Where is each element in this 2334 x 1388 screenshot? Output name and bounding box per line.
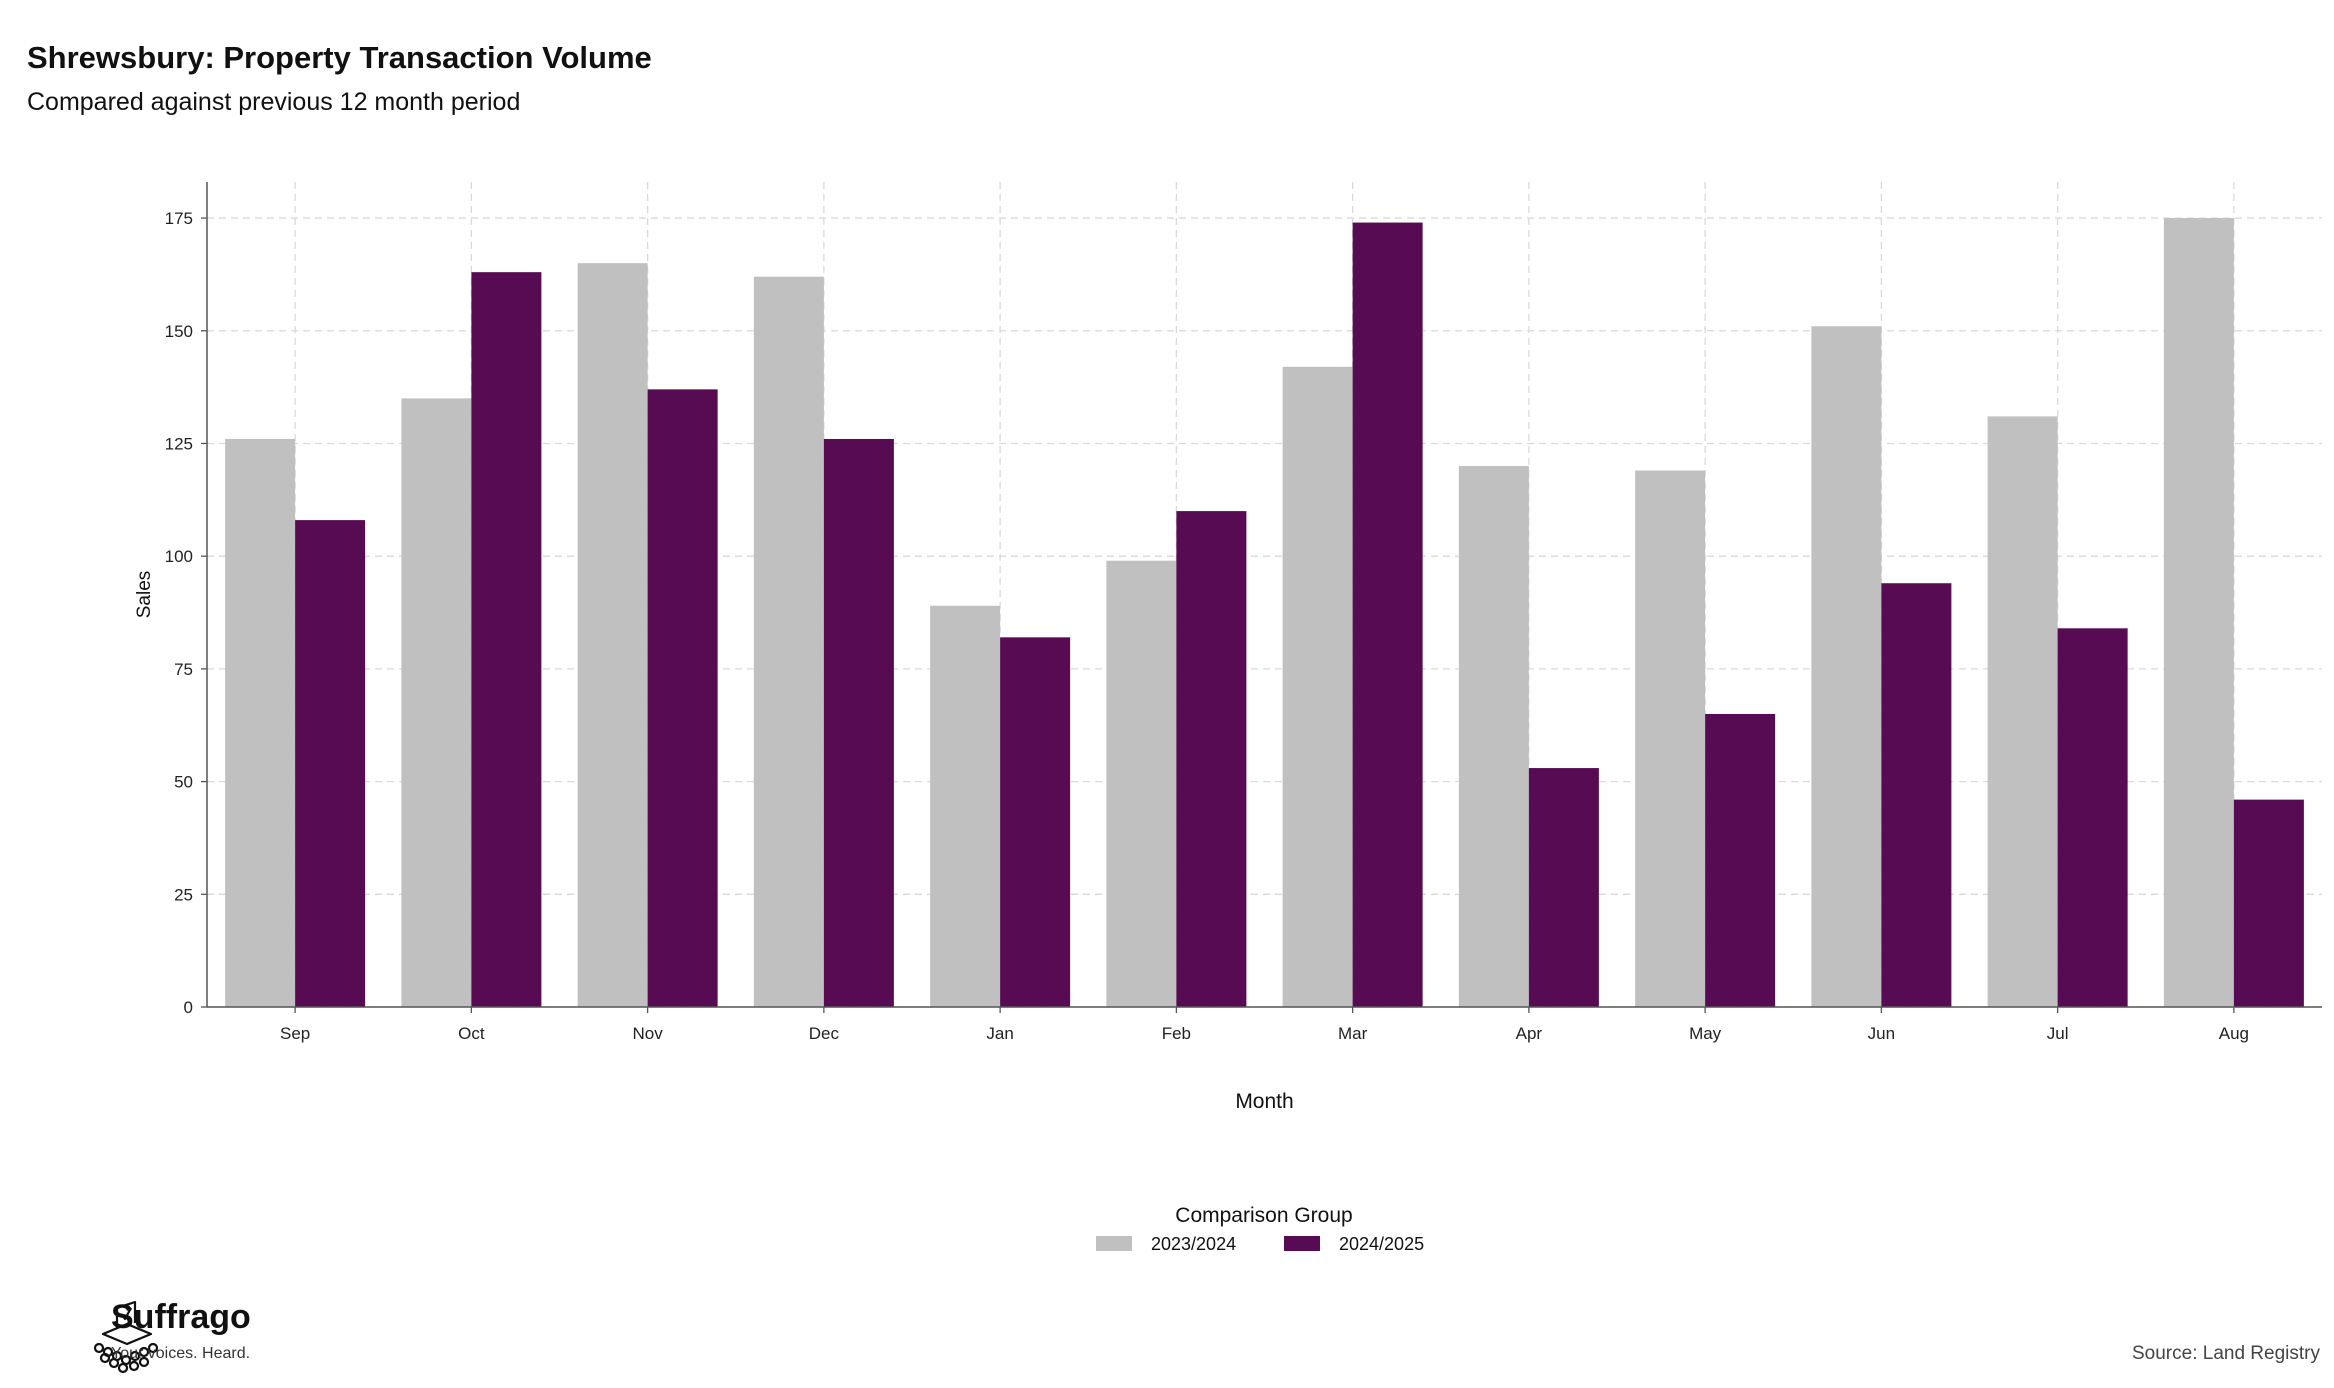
bar-2024-2025-Aug (2233, 799, 2304, 1007)
bar-2024-2025-Sep (295, 520, 366, 1007)
axes (201, 182, 2322, 1013)
y-tick-label: 175 (165, 209, 193, 228)
bar-2023-2024-Jan (930, 605, 1001, 1007)
bar-2024-2025-Apr (1528, 768, 1599, 1007)
x-tick-label: Jul (2047, 1024, 2069, 1043)
y-tick-label: 75 (174, 660, 193, 679)
bar-2023-2024-Sep (225, 438, 296, 1007)
x-tick-label: Jan (986, 1024, 1013, 1043)
bar-2024-2025-Jul (2057, 628, 2128, 1007)
x-tick-label: Mar (1338, 1024, 1368, 1043)
bar-2024-2025-Dec (823, 438, 894, 1007)
chart-title: Shrewsbury: Property Transaction Volume (27, 40, 652, 75)
bar-2024-2025-Oct (471, 272, 542, 1007)
bar-2023-2024-Feb (1106, 560, 1177, 1007)
bar-2023-2024-May (1635, 470, 1706, 1007)
legend-label: 2023/2024 (1151, 1234, 1236, 1254)
x-axis-title: Month (1235, 1090, 1293, 1113)
brand-name: Suffrago (111, 1298, 251, 1336)
x-tick-label: Feb (1162, 1024, 1191, 1043)
y-axis-title: Sales (134, 571, 155, 619)
x-tick-label: Apr (1516, 1024, 1543, 1043)
x-tick-label: Oct (458, 1024, 485, 1043)
y-tick-label: 0 (184, 998, 193, 1017)
bar-2024-2025-Jun (1881, 583, 1952, 1007)
axis-labels: 0 25 50 75 100 125 150 175 Sep Oct Nov Dec Jan Feb Mar… (134, 209, 2249, 1113)
legend-label: 2024/2025 (1339, 1234, 1424, 1254)
bar-2023-2024-Apr (1458, 466, 1529, 1008)
y-tick-label: 100 (165, 547, 193, 566)
bar-2024-2025-Jan (1000, 637, 1071, 1007)
chart-subtitle: Compared against previous 12 month perio… (27, 88, 521, 116)
legend-title: Comparison Group (1175, 1204, 1352, 1227)
x-tick-label: Dec (809, 1024, 840, 1043)
legend-swatch (1284, 1236, 1320, 1251)
bar-2024-2025-May (1705, 713, 1776, 1007)
bar-2023-2024-Nov (577, 263, 648, 1007)
y-tick-label: 150 (165, 322, 193, 341)
source-note: Source: Land Registry (2132, 1343, 2320, 1364)
bars (225, 218, 2304, 1008)
bar-2023-2024-Mar (1282, 366, 1353, 1007)
legend: Comparison Group 2023/2024 2024/2025 (1096, 1204, 1424, 1254)
x-tick-label: May (1689, 1024, 1722, 1043)
bar-2023-2024-Jul (1987, 416, 2058, 1007)
legend-swatch (1096, 1236, 1132, 1251)
suffrago-logo-icon (93, 1300, 159, 1374)
y-tick-label: 25 (174, 885, 193, 904)
bar-2023-2024-Aug (2163, 218, 2234, 1008)
y-tick-label: 125 (165, 434, 193, 453)
bar-2023-2024-Dec (753, 276, 824, 1007)
bar-2024-2025-Feb (1176, 511, 1247, 1007)
bar-2024-2025-Mar (1352, 222, 1423, 1007)
x-tick-label: Aug (2219, 1024, 2249, 1043)
y-tick-label: 50 (174, 773, 193, 792)
bar-2024-2025-Nov (647, 389, 718, 1007)
brand-tagline: Your voices. Heard. (111, 1345, 251, 1362)
bar-2023-2024-Oct (401, 398, 472, 1007)
x-tick-label: Jun (1868, 1024, 1895, 1043)
x-tick-label: Nov (633, 1024, 664, 1043)
x-tick-label: Sep (280, 1024, 310, 1043)
bar-2023-2024-Jun (1811, 326, 1882, 1007)
